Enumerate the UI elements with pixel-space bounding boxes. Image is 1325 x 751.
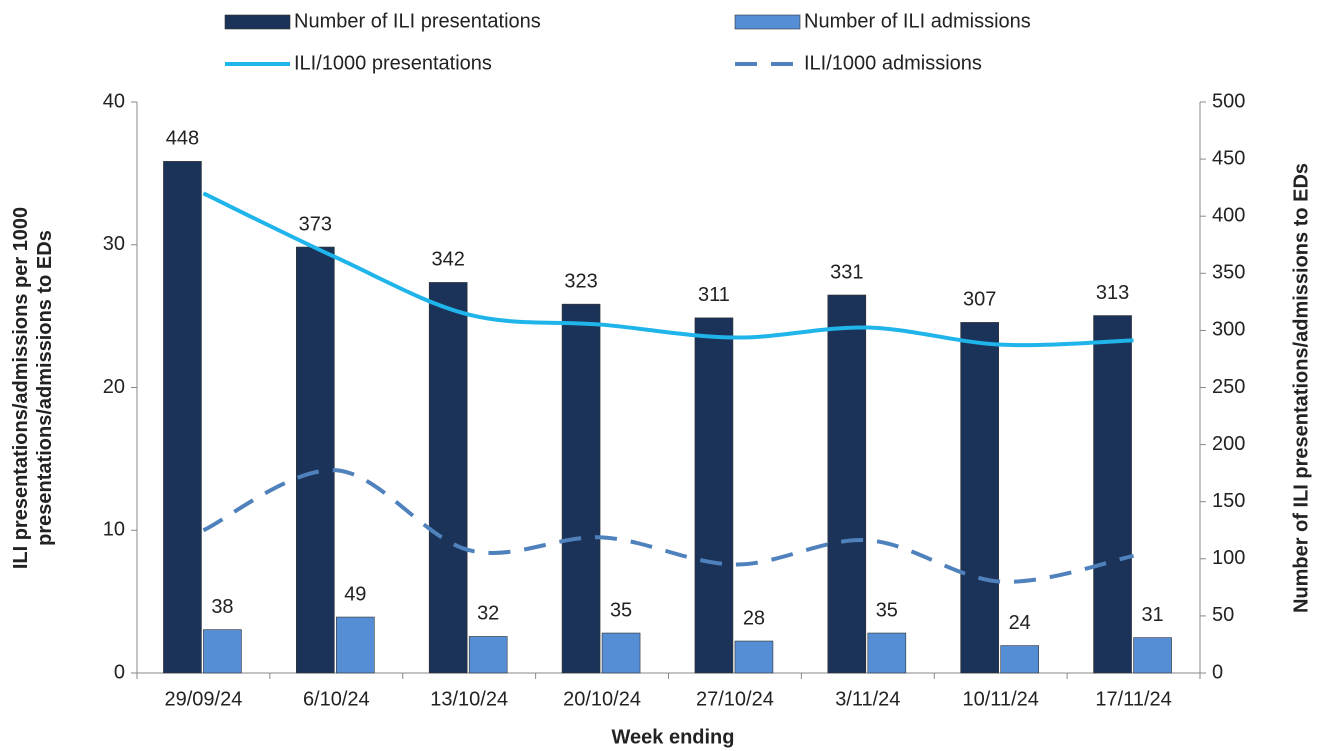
y2-tick-label: 150 (1212, 490, 1245, 512)
bar (296, 246, 335, 674)
x-tick-label: 20/10/24 (563, 688, 641, 710)
y2-tick-label: 200 (1212, 433, 1245, 455)
x-tick-label: 3/11/24 (835, 688, 900, 710)
bar (468, 636, 508, 674)
x-axis-title: Week ending (612, 726, 735, 748)
data-label: 38 (211, 596, 233, 618)
legend-swatch (734, 14, 801, 30)
data-label: 448 (166, 128, 199, 150)
y-tick-label: 10 (103, 519, 125, 541)
bar (203, 629, 242, 674)
bar (694, 317, 734, 674)
bar (867, 632, 907, 674)
legend-label: Number of ILI admissions (804, 10, 1031, 32)
y2-tick-label: 250 (1212, 376, 1245, 398)
x-tick-label: 29/09/24 (165, 688, 243, 710)
y2-axis-title: Number of ILI presentations/admissions t… (1290, 163, 1312, 613)
bar (163, 161, 202, 674)
y2-tick-label: 500 (1212, 90, 1245, 112)
y2-tick-label: 350 (1212, 262, 1245, 284)
bar (827, 294, 867, 674)
data-label: 307 (963, 289, 996, 311)
data-label: 31 (1141, 604, 1163, 626)
data-label: 311 (698, 284, 730, 306)
data-label: 323 (564, 270, 597, 292)
data-label: 35 (876, 599, 898, 621)
data-label: 331 (830, 261, 863, 283)
y2-tick-label: 450 (1212, 147, 1245, 169)
y2-tick-label: 0 (1212, 661, 1223, 683)
y-axis-title-line: presentations/admissions to EDs (34, 230, 56, 546)
x-tick-label: 27/10/24 (696, 688, 774, 710)
bar (1133, 637, 1172, 674)
y-axis-title-line: ILI presentations/admissions per 1000 (10, 207, 32, 569)
data-label: 49 (344, 583, 366, 605)
y-axis-title: ILI presentations/admissions per 1000 pre… (10, 207, 56, 569)
bar (601, 632, 641, 674)
bar (336, 616, 375, 674)
bar (960, 322, 999, 674)
bar (561, 303, 601, 674)
y2-tick-label: 400 (1212, 204, 1245, 226)
bar (1000, 645, 1039, 674)
y-tick-label: 20 (103, 376, 125, 398)
y2-tick-label: 100 (1212, 547, 1245, 569)
data-label: 24 (1009, 612, 1031, 634)
x-tick-label: 6/10/24 (303, 688, 370, 710)
data-label: 32 (477, 603, 499, 625)
bar (734, 640, 774, 674)
legend-swatch (224, 14, 291, 30)
y-tick-label: 30 (103, 233, 125, 255)
data-label: 373 (299, 213, 332, 235)
data-label: 342 (432, 249, 465, 271)
legend-label: Number of ILI presentations (294, 10, 541, 32)
data-label: 28 (743, 607, 765, 629)
legend-label: ILI/1000 presentations (294, 52, 492, 74)
x-tick-label: 17/11/24 (1095, 688, 1171, 710)
x-tick-label: 13/10/24 (430, 688, 508, 710)
y-tick-label: 0 (114, 661, 125, 683)
bar (1093, 315, 1132, 674)
legend-label: ILI/1000 admissions (804, 52, 982, 74)
line (202, 191, 1134, 348)
line (202, 468, 1134, 584)
data-label: 313 (1096, 282, 1129, 304)
bar (428, 282, 468, 674)
y2-tick-label: 50 (1212, 604, 1234, 626)
y2-tick-label: 300 (1212, 319, 1245, 341)
y-tick-label: 40 (103, 90, 125, 112)
x-tick-label: 10/11/24 (963, 688, 1039, 710)
data-label: 35 (610, 599, 632, 621)
